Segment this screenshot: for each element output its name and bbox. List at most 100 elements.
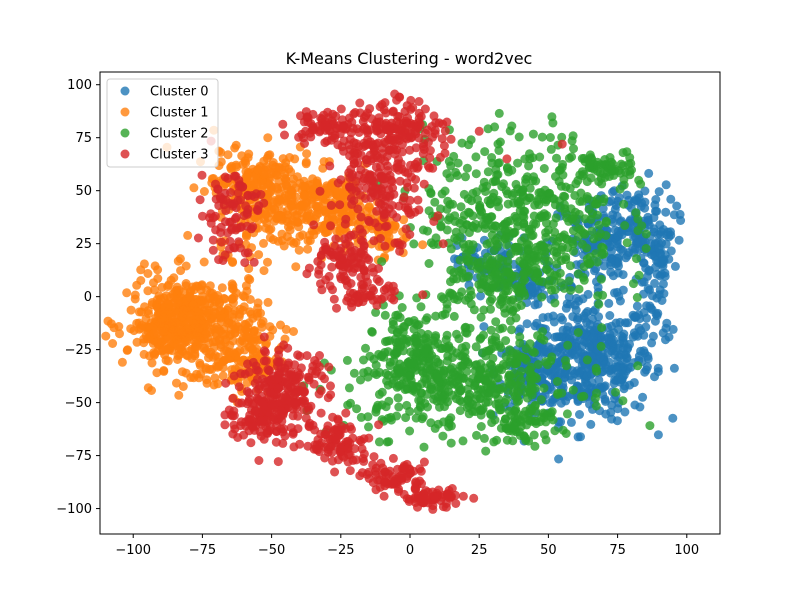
data-point xyxy=(336,175,346,185)
data-point xyxy=(452,171,462,180)
data-point xyxy=(440,126,450,136)
data-point xyxy=(579,391,589,401)
data-point xyxy=(513,409,523,419)
data-point xyxy=(208,245,218,255)
data-point xyxy=(559,283,569,293)
data-point xyxy=(324,362,334,372)
data-point xyxy=(237,398,247,408)
data-point xyxy=(263,365,273,374)
data-point xyxy=(592,210,602,220)
data-point xyxy=(654,187,664,197)
data-point xyxy=(636,201,646,211)
data-point xyxy=(139,259,149,269)
data-point xyxy=(578,294,588,304)
data-point xyxy=(669,363,679,373)
data-point xyxy=(453,158,463,168)
data-point xyxy=(339,234,349,244)
data-point xyxy=(562,348,572,358)
data-point xyxy=(315,351,324,360)
data-point xyxy=(458,224,468,234)
data-point xyxy=(519,270,528,280)
data-point xyxy=(574,284,584,294)
data-point xyxy=(193,233,203,243)
data-point xyxy=(199,257,209,267)
x-tick-label: −25 xyxy=(327,543,354,558)
data-point xyxy=(241,320,251,330)
data-point xyxy=(542,265,552,275)
data-point xyxy=(374,113,384,123)
data-point xyxy=(577,154,587,163)
data-point xyxy=(177,312,187,322)
data-point xyxy=(596,274,606,284)
data-point xyxy=(575,410,584,419)
data-point xyxy=(279,340,289,350)
legend-marker xyxy=(120,107,130,117)
data-point xyxy=(416,328,426,338)
data-point xyxy=(463,395,473,405)
data-point xyxy=(339,271,349,281)
data-point xyxy=(501,336,511,346)
data-point xyxy=(435,152,445,162)
data-point xyxy=(452,329,461,339)
data-point xyxy=(259,198,269,208)
data-point xyxy=(288,411,298,421)
data-point xyxy=(672,201,682,211)
data-point xyxy=(520,154,530,164)
data-point xyxy=(580,229,590,239)
data-point xyxy=(491,373,501,383)
legend-box xyxy=(106,78,219,168)
data-point xyxy=(300,139,309,148)
data-point xyxy=(286,167,296,177)
data-point xyxy=(326,381,335,391)
data-point xyxy=(382,124,392,134)
data-point xyxy=(277,406,286,416)
data-point xyxy=(417,493,427,503)
data-point xyxy=(675,209,685,219)
data-point xyxy=(240,345,250,355)
data-point xyxy=(343,457,353,467)
data-point xyxy=(202,285,212,295)
data-point xyxy=(632,293,642,302)
data-point xyxy=(316,408,326,418)
data-point xyxy=(363,108,372,118)
data-point xyxy=(557,163,567,172)
data-point xyxy=(286,423,296,433)
data-point xyxy=(378,463,388,473)
data-point xyxy=(409,183,419,193)
data-point xyxy=(404,208,414,218)
data-point xyxy=(210,373,220,383)
data-point xyxy=(393,464,403,474)
data-point xyxy=(573,313,583,323)
data-point xyxy=(350,108,360,117)
data-point xyxy=(562,234,572,244)
data-point xyxy=(511,378,521,388)
data-point xyxy=(651,195,661,204)
data-point xyxy=(423,329,433,339)
data-point xyxy=(366,187,376,197)
data-point xyxy=(292,387,302,397)
data-point xyxy=(274,350,284,360)
data-point xyxy=(304,422,314,432)
data-point xyxy=(234,382,244,392)
data-point xyxy=(502,154,512,164)
data-point xyxy=(622,147,632,157)
data-point xyxy=(363,372,373,382)
data-point xyxy=(674,235,684,245)
data-point xyxy=(202,311,212,321)
data-point xyxy=(551,241,561,251)
data-point xyxy=(444,422,454,432)
data-point xyxy=(552,153,561,163)
data-point xyxy=(557,139,567,149)
data-point xyxy=(656,258,666,268)
data-point xyxy=(352,404,362,414)
data-point xyxy=(503,217,512,226)
data-point xyxy=(290,217,300,227)
data-point xyxy=(548,118,558,128)
data-point xyxy=(231,160,241,170)
data-point xyxy=(377,257,387,267)
data-point xyxy=(562,409,572,419)
data-point xyxy=(422,125,432,135)
data-point xyxy=(587,154,597,164)
data-point xyxy=(634,175,644,185)
